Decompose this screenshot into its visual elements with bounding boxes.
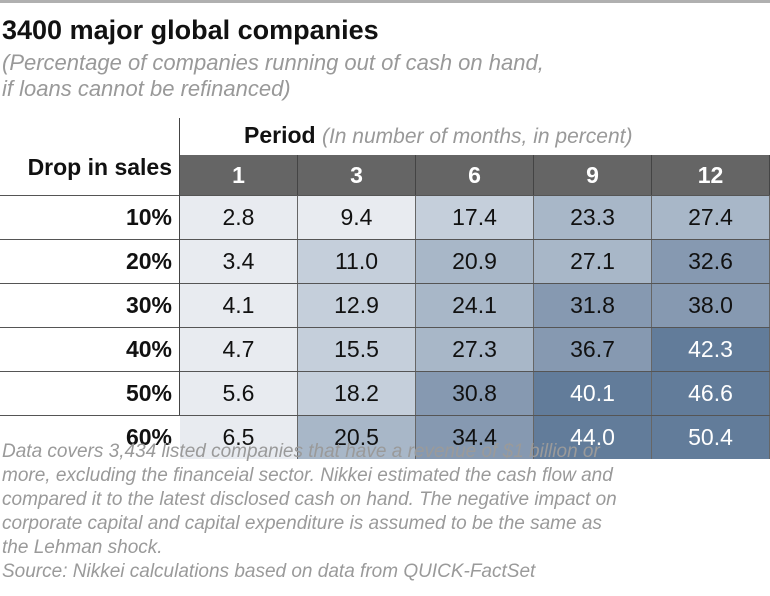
heatmap-cell: 5.6 (180, 372, 298, 415)
heatmap-cell: 27.4 (652, 196, 770, 239)
heatmap-cell: 12.9 (298, 284, 416, 327)
heatmap-cell: 27.1 (534, 240, 652, 283)
heatmap-cell: 23.3 (534, 196, 652, 239)
heatmap-cell: 36.7 (534, 328, 652, 371)
heatmap-cell: 42.3 (652, 328, 770, 371)
heatmap-cell: 44.0 (534, 416, 652, 459)
heatmap-cell: 20.9 (416, 240, 534, 283)
column-group-header: Period (In number of months, in percent) (244, 120, 632, 150)
heatmap-cell: 4.1 (180, 284, 298, 327)
row-divider (0, 195, 770, 196)
period-note: (In number of months, in percent) (321, 125, 633, 148)
footnote-line: Data covers 3,434 listed companies that … (2, 441, 600, 462)
vertical-divider (179, 118, 180, 415)
chart-title: 3400 major global companies (2, 15, 379, 45)
heatmap-cell: 6.5 (180, 416, 298, 459)
row-label: 60% (125, 424, 172, 450)
heatmap-cell: 3.4 (180, 240, 298, 283)
heatmap-cell: 9.4 (298, 196, 416, 239)
heatmap-cell: 4.7 (180, 328, 298, 371)
row-label: 30% (125, 292, 172, 318)
heatmap-cell: 20.5 (298, 416, 416, 459)
source-line: Source: Nikkei calculations based on dat… (2, 561, 536, 582)
footnote-line: corporate capital and capital expenditur… (2, 513, 602, 534)
heatmap-cell: 18.2 (298, 372, 416, 415)
heatmap-cell: 40.1 (534, 372, 652, 415)
heatmap-cell: 31.8 (534, 284, 652, 327)
heatmap-cell: 17.4 (416, 196, 534, 239)
column-header: 12 (652, 155, 770, 196)
footnote-line: more, excluding the financeial sector. N… (2, 465, 613, 486)
heatmap-cell: 50.4 (652, 416, 770, 459)
heatmap-cell: 30.8 (416, 372, 534, 415)
column-header: 3 (298, 155, 416, 196)
column-header: 6 (416, 155, 534, 196)
top-border (0, 0, 770, 3)
heatmap-cell: 11.0 (298, 240, 416, 283)
row-label: 20% (125, 248, 172, 274)
column-header: 1 (180, 155, 298, 196)
period-label: Period (244, 122, 316, 148)
row-divider (0, 283, 770, 284)
footnote-line: compared it to the latest disclosed cash… (2, 489, 617, 510)
row-divider (0, 239, 770, 240)
heatmap-cell: 46.6 (652, 372, 770, 415)
column-header: 9 (534, 155, 652, 196)
row-divider (0, 415, 770, 416)
row-label: 50% (125, 380, 172, 406)
row-divider (0, 371, 770, 372)
heatmap-cell: 24.1 (416, 284, 534, 327)
row-label: 10% (125, 204, 172, 230)
row-divider (0, 327, 770, 328)
subtitle-line: if loans cannot be refinanced) (2, 76, 291, 101)
row-header-label: Drop in sales (27, 154, 172, 180)
heatmap-cell: 32.6 (652, 240, 770, 283)
heatmap-cell: 27.3 (416, 328, 534, 371)
heatmap-cell: 15.5 (298, 328, 416, 371)
heatmap-cell: 34.4 (416, 416, 534, 459)
heatmap-cell: 38.0 (652, 284, 770, 327)
heatmap-cell: 2.8 (180, 196, 298, 239)
row-label: 40% (125, 336, 172, 362)
subtitle-line: (Percentage of companies running out of … (2, 50, 544, 75)
footnote-line: the Lehman shock. (2, 537, 163, 558)
